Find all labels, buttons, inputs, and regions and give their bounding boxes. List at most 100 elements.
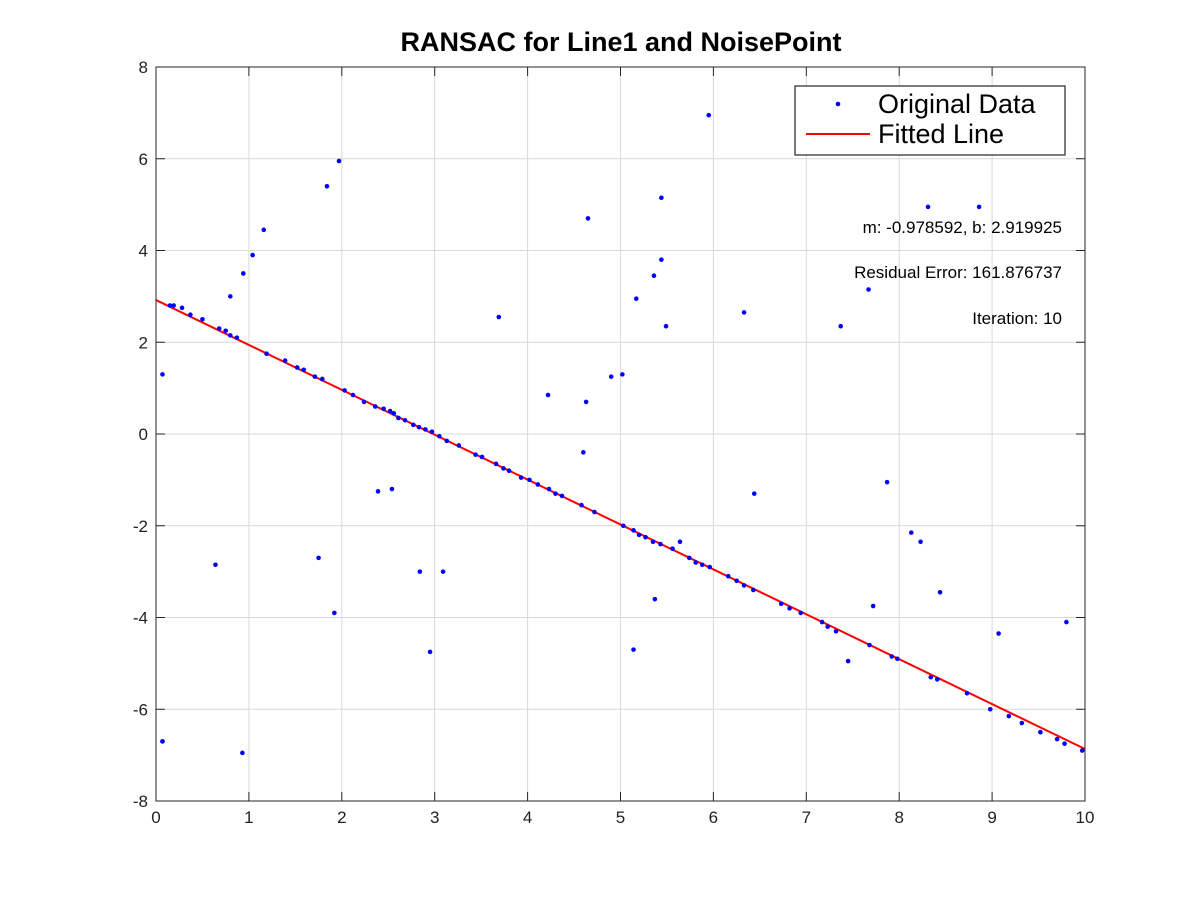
data-point (937, 589, 943, 595)
data-point (342, 388, 347, 393)
data-points-layer (160, 112, 1085, 756)
data-point (350, 392, 356, 398)
data-point (1054, 736, 1060, 742)
data-point (585, 216, 591, 221)
data-point (778, 601, 784, 607)
data-point (444, 438, 450, 444)
annotation-residual-error: Residual Error: 161.876737 (854, 263, 1062, 282)
x-tick-label: 1 (244, 808, 253, 827)
data-point (659, 257, 664, 262)
data-point (659, 195, 664, 201)
y-tick-label: -8 (133, 792, 148, 811)
data-point (651, 273, 657, 279)
data-point (324, 183, 330, 189)
data-point (741, 583, 747, 588)
x-tick-label: 9 (987, 808, 996, 827)
data-point (234, 335, 240, 340)
y-tick-label: 2 (139, 333, 148, 352)
data-point (381, 406, 386, 412)
data-point (1006, 713, 1012, 719)
data-point (319, 376, 325, 382)
legend: Original Data Fitted Line (794, 85, 1066, 156)
data-point (160, 739, 165, 744)
data-point (699, 562, 705, 568)
data-point (1019, 720, 1025, 726)
data-point (188, 312, 193, 318)
data-point (456, 443, 462, 448)
fit-annotations: m: -0.978592, b: 2.919925 Residual Error… (854, 218, 1062, 328)
data-point (294, 365, 300, 370)
data-point (964, 690, 970, 696)
y-tick-label: 4 (139, 242, 148, 261)
data-point (332, 610, 337, 616)
data-point (996, 631, 1001, 636)
data-point (228, 294, 233, 299)
data-point (301, 367, 307, 373)
annotation-iteration: Iteration: 10 (972, 309, 1062, 328)
x-tick-label: 8 (894, 808, 903, 827)
data-point (725, 573, 731, 579)
data-point (663, 323, 669, 329)
data-point (643, 534, 648, 540)
data-point (546, 486, 552, 492)
data-point (751, 587, 756, 593)
x-tick-label: 4 (523, 808, 532, 827)
plot-area: 0 1 2 3 4 5 6 7 8 9 10 8 6 4 2 0 -2 -4 -6 -8 (133, 58, 1095, 827)
data-point (620, 523, 626, 529)
data-point (652, 596, 658, 602)
data-point (228, 333, 233, 338)
data-point (636, 532, 642, 538)
y-tick-label: -2 (133, 517, 148, 536)
data-point (402, 417, 408, 423)
data-point (200, 317, 205, 322)
data-point (677, 539, 683, 545)
axis-ticks: 0 1 2 3 4 5 6 7 8 9 10 8 6 4 2 0 -2 -4 -6 -8 (133, 58, 1095, 827)
data-point (895, 656, 900, 662)
data-point (650, 539, 656, 545)
data-point (213, 562, 218, 568)
data-point (416, 424, 422, 430)
data-point (620, 372, 625, 377)
data-point (179, 305, 185, 311)
data-point (838, 323, 843, 329)
y-tick-label: -4 (133, 609, 148, 628)
data-point (579, 502, 584, 508)
data-point (798, 610, 804, 616)
data-point (867, 642, 872, 648)
data-point (535, 482, 541, 487)
data-point (706, 112, 712, 118)
data-point (925, 204, 931, 210)
data-point (417, 569, 423, 574)
data-point (870, 603, 876, 609)
data-point (250, 252, 255, 258)
data-point (527, 477, 532, 483)
data-point (845, 658, 851, 664)
data-point (545, 392, 551, 398)
data-point (501, 466, 506, 471)
data-point (223, 328, 228, 334)
data-point (918, 539, 923, 545)
data-point (518, 475, 524, 480)
data-point (608, 374, 614, 379)
data-point (479, 454, 485, 460)
data-point (889, 654, 895, 659)
x-tick-label: 2 (337, 808, 346, 827)
data-point (1064, 619, 1069, 625)
legend-box (794, 85, 1066, 156)
data-point (987, 706, 993, 712)
data-point (833, 628, 839, 634)
data-point (336, 158, 342, 164)
chart-title: RANSAC for Line1 and NoisePoint (400, 27, 841, 57)
data-point (670, 546, 675, 551)
data-point (928, 674, 934, 680)
data-point (741, 310, 747, 315)
data-point (493, 461, 499, 467)
data-point (387, 408, 393, 414)
data-point (693, 560, 699, 565)
data-point (240, 750, 245, 756)
data-point (389, 486, 395, 492)
data-point (160, 372, 165, 377)
data-point (171, 303, 176, 308)
data-point (559, 493, 565, 499)
x-tick-label: 5 (616, 808, 625, 827)
